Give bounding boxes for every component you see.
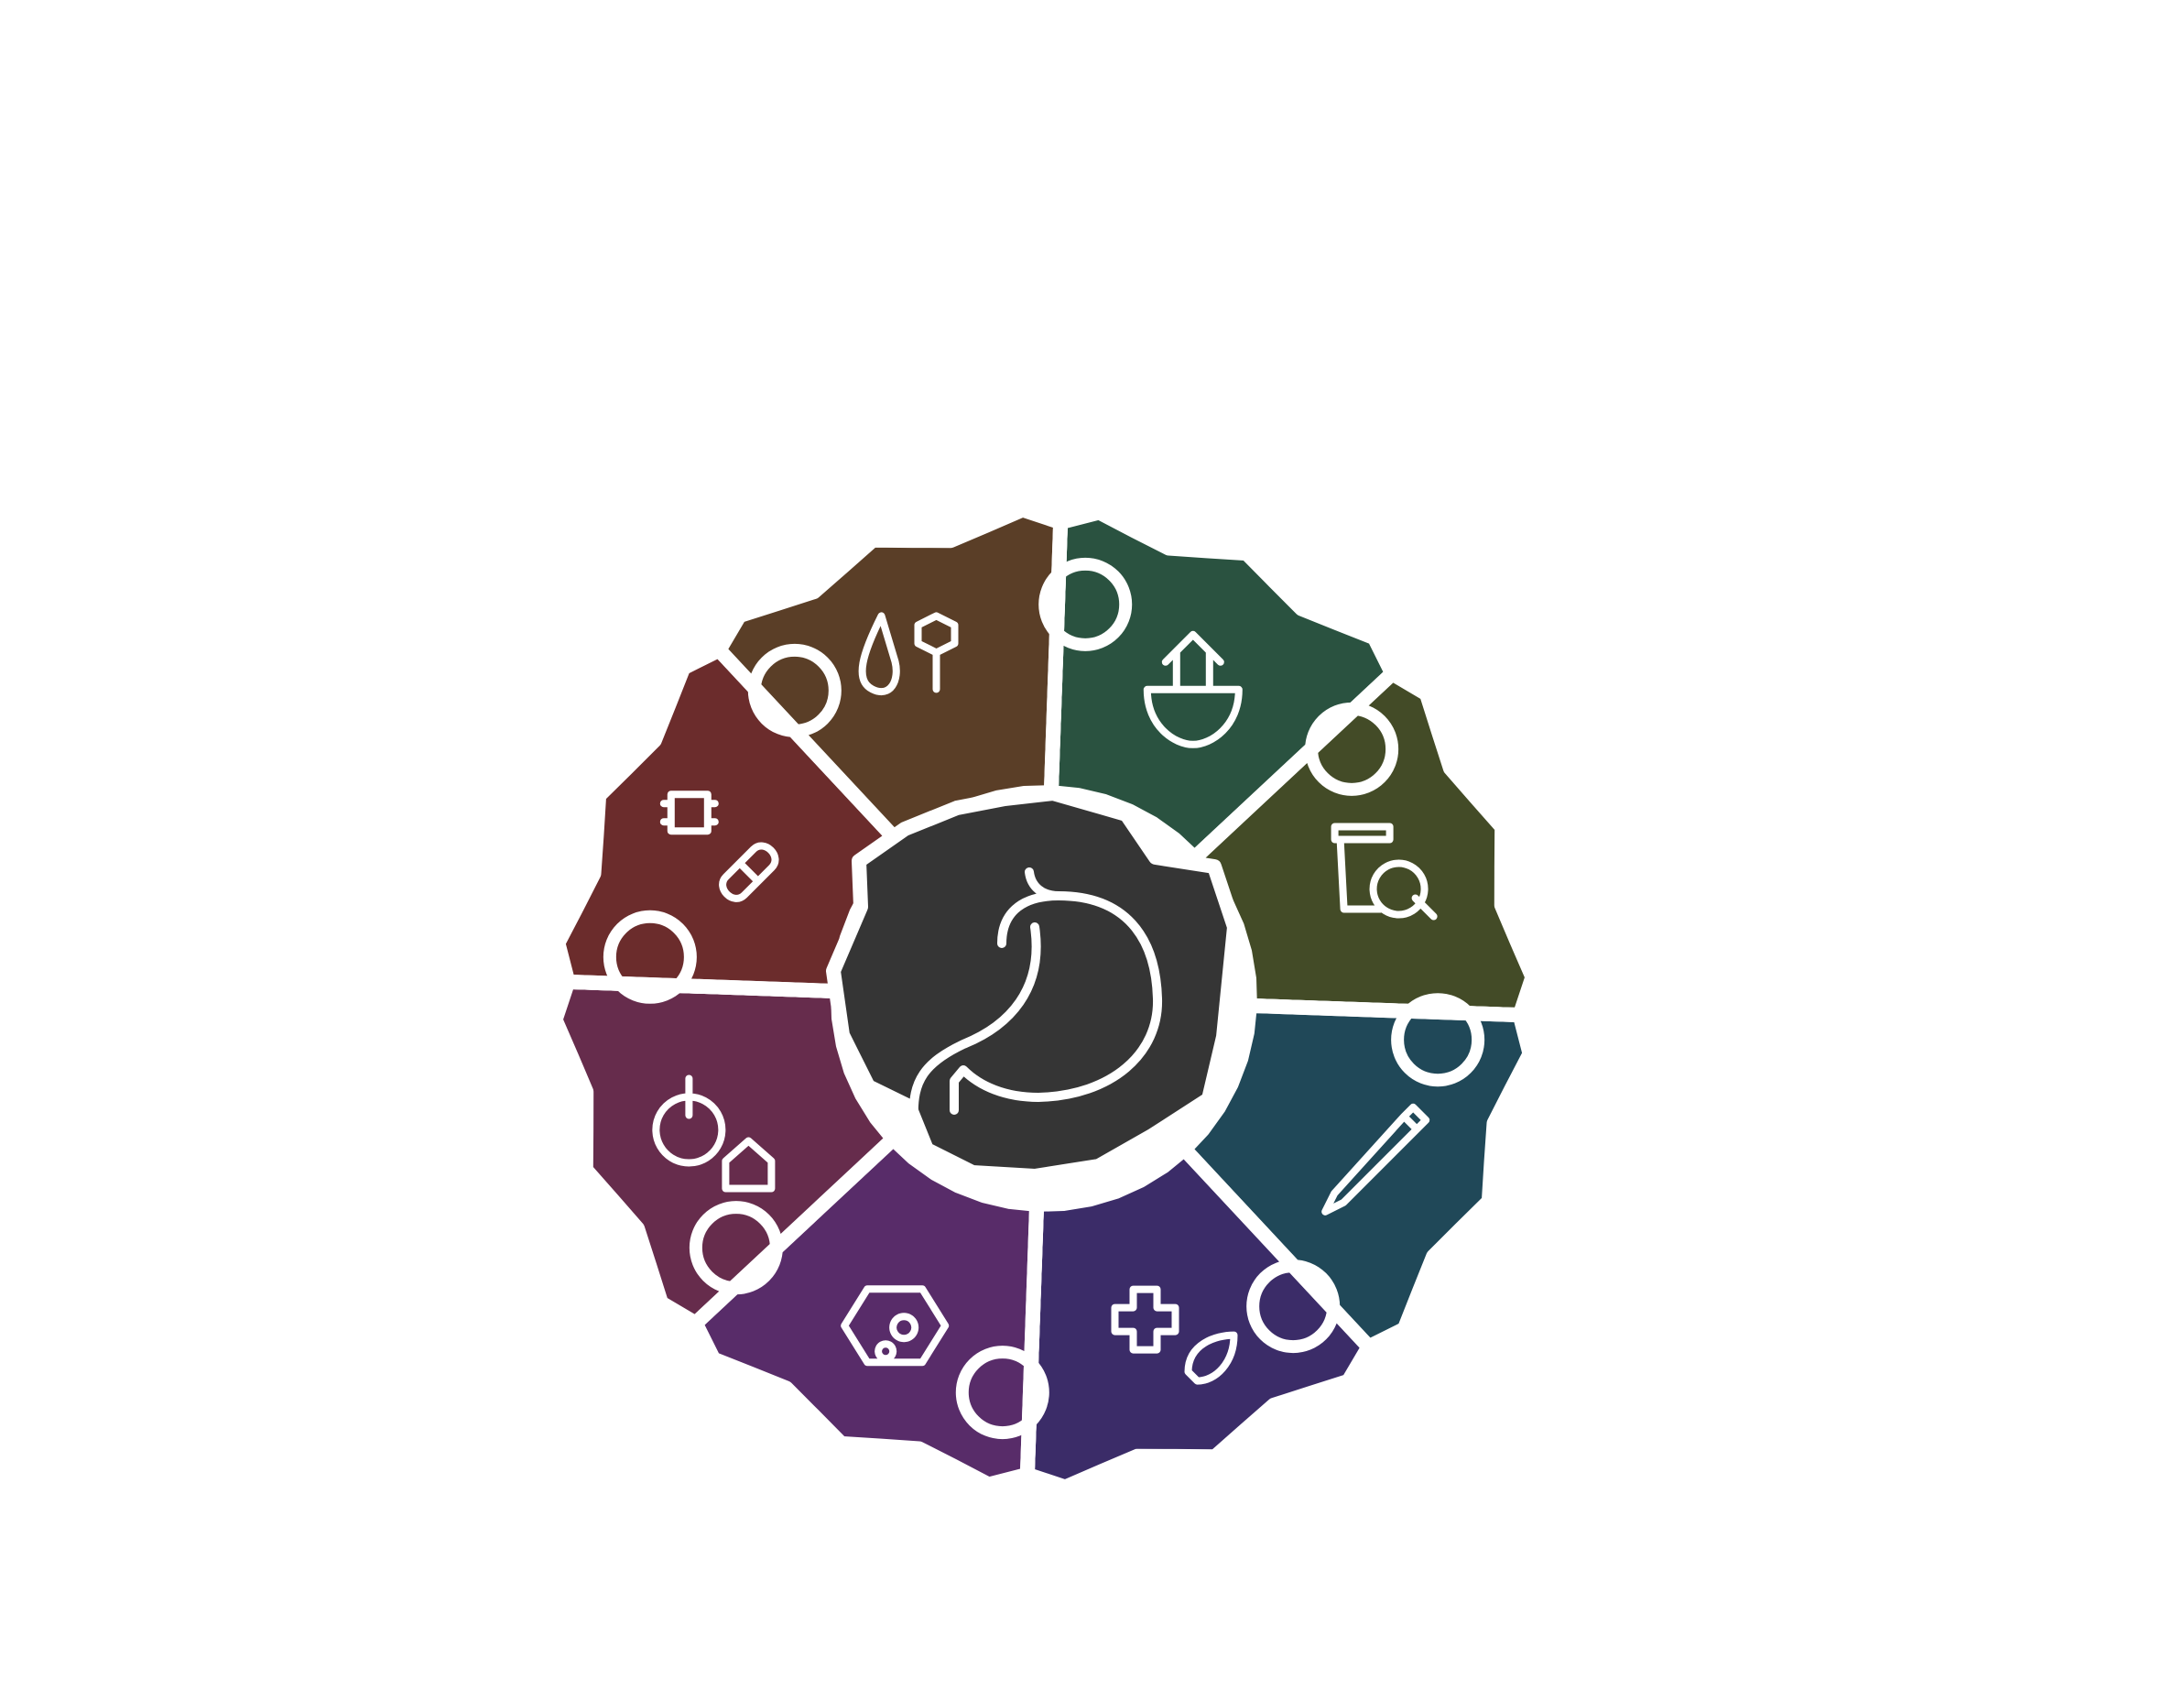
- virus-icon-glyph: [841, 1285, 950, 1367]
- puzzle-knob: [689, 1201, 783, 1295]
- segment-dividers: [533, 487, 1555, 1510]
- segment-divider: [1170, 1135, 1396, 1375]
- center-hub: [826, 786, 1242, 1183]
- puzzle-knob: [1305, 702, 1399, 796]
- hub-s-curve-icon: [908, 867, 1163, 1122]
- segment-divider: [1180, 647, 1420, 872]
- segment-icons: [652, 612, 1438, 1385]
- virus-icon: [841, 1285, 950, 1367]
- segment-divider: [1043, 487, 1070, 810]
- ring-segment: [688, 1131, 1045, 1492]
- puzzle-knob: [1038, 557, 1133, 651]
- ring-segment: [1019, 1141, 1376, 1495]
- segment-divider: [533, 973, 855, 999]
- money-house-icon: [652, 1074, 776, 1193]
- plant-house-icon-glyph: [1143, 630, 1243, 748]
- puzzle-tabs: [603, 557, 1485, 1440]
- puzzle-knob: [747, 643, 842, 737]
- segment-divider: [1018, 1187, 1045, 1510]
- medical-leaf-icon: [1111, 1285, 1238, 1385]
- puzzle-knob: [1391, 993, 1485, 1087]
- plant-house-icon: [1143, 630, 1243, 748]
- segment-divider: [1233, 998, 1555, 1024]
- recycle-bin-search-icon: [1331, 823, 1438, 921]
- water-hand-icon: [858, 612, 959, 695]
- ring-segment: [1177, 998, 1537, 1355]
- chip-pill-icon-glyph: [659, 790, 779, 902]
- chip-pill-icon: [659, 790, 779, 902]
- recycle-bin-search-icon-glyph: [1331, 823, 1438, 921]
- puzzle-knob: [603, 910, 697, 1004]
- segment-divider: [668, 1125, 907, 1350]
- medical-leaf-icon-glyph: [1111, 1285, 1238, 1385]
- money-house-icon-glyph: [652, 1074, 776, 1193]
- ring-segment: [548, 974, 901, 1331]
- puzzle-knob: [955, 1346, 1049, 1440]
- puzzle-knob: [1246, 1259, 1341, 1354]
- water-hand-icon-glyph: [858, 612, 959, 695]
- segment-divider: [692, 622, 918, 862]
- pencil-icon: [1321, 1103, 1430, 1216]
- pencil-icon-glyph: [1321, 1103, 1430, 1216]
